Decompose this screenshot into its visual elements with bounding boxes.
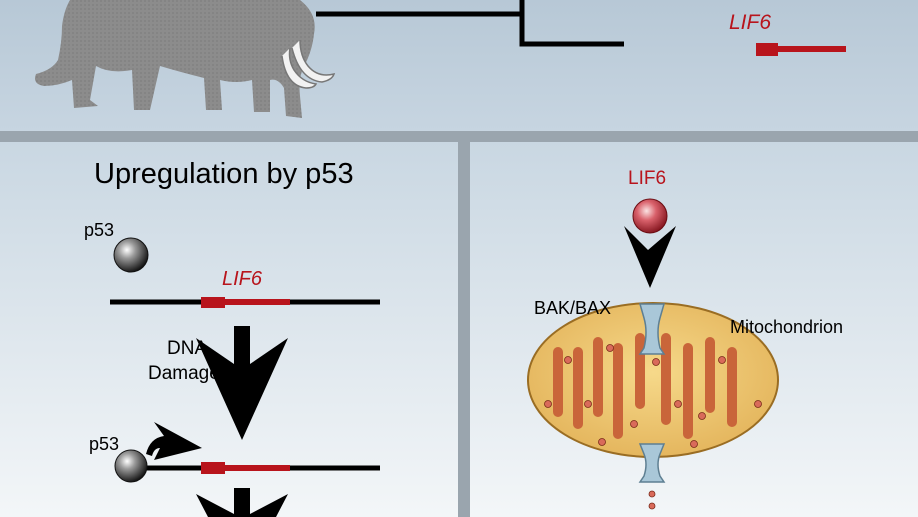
matrix-particles [544, 344, 762, 448]
transcription-arrow-icon [146, 422, 202, 460]
tusk-icon [281, 47, 318, 89]
lif6-gene-segment [222, 465, 290, 471]
lif6-gene-label: LIF6 [222, 268, 263, 290]
horizontal-divider [0, 131, 918, 142]
tree-branch [519, 0, 624, 47]
lif6-gene-segment [201, 462, 225, 474]
top-illustration [35, 0, 846, 118]
top-panel: LIF6 [0, 0, 918, 131]
elephant-icon [35, 0, 315, 118]
bak-bax-channel-icon [638, 443, 666, 483]
bak-bax-label: BAK/BAX [534, 298, 612, 318]
p53-label: p53 [89, 434, 120, 454]
mitochondrion-illustration [527, 198, 779, 510]
mitochondrion-label: Mitochondrion [730, 317, 844, 337]
p53-illustration [110, 237, 380, 517]
bak-bax-channel-icon [638, 303, 666, 355]
lif6-gene-segment [201, 297, 225, 308]
dna-damage-label-line1: DNA [167, 338, 208, 359]
lif6-gene-line [772, 46, 846, 52]
lif6-protein-label: LIF6 [628, 168, 667, 189]
top-gene-label: LIF6 [729, 11, 772, 34]
dna-damage-label-line2: Damage [148, 363, 220, 384]
lif6-gene-segment [222, 299, 290, 305]
left-panel: Upregulation by p53 p53 LIF6 DNA Damage … [0, 142, 458, 517]
cristae [553, 333, 737, 439]
left-panel-title: Upregulation by p53 [94, 158, 354, 190]
p53-protein-icon [114, 449, 148, 483]
lif6-protein-icon [632, 198, 668, 234]
p53-protein-icon [113, 237, 149, 273]
p53-label: p53 [84, 220, 115, 240]
down-arrow-icon [196, 326, 288, 440]
released-particles [648, 490, 656, 510]
down-arrow-icon [196, 488, 288, 517]
right-panel: LIF6 BAK/BAX Mitochondrion [470, 142, 918, 517]
vertical-divider [458, 142, 470, 517]
tusk-icon [291, 39, 336, 83]
down-arrow-icon [624, 226, 676, 288]
